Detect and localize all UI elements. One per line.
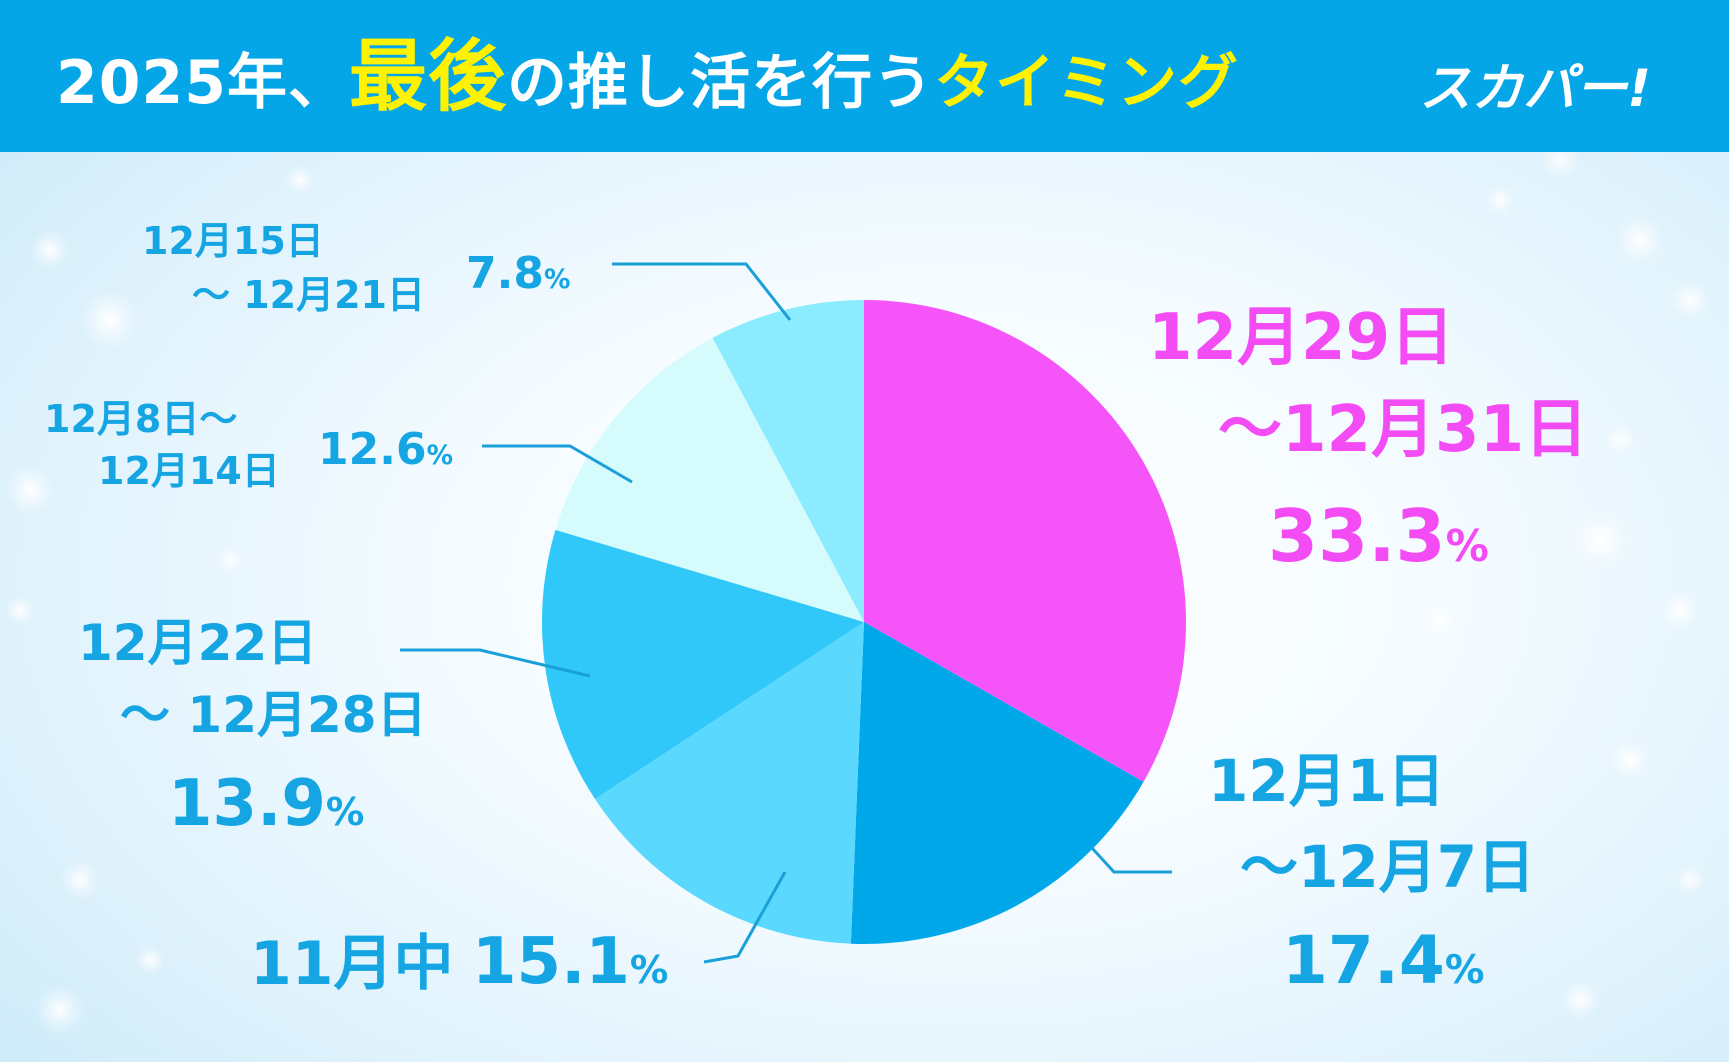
leader-line-4 [612, 262, 792, 321]
slice-value-unit-5: % [543, 264, 571, 295]
leader-line-0 [1090, 846, 1172, 874]
slice-value-2: 15.1% [472, 930, 668, 994]
leader-line-1 [703, 871, 787, 964]
slice-value-number-5: 7.8 [466, 248, 544, 299]
slice-value-4: 12.6% [318, 428, 453, 472]
leader-line-3 [482, 444, 633, 484]
slice-label-line2-0: 〜12月31日 [1218, 393, 1589, 467]
page-title: 2025年、最後の推し活を行うタイミング [56, 22, 1239, 132]
slice-label-line2-1: 〜12月7日 [1240, 833, 1536, 901]
slice-value-5: 7.8% [466, 252, 570, 296]
title-highlight-last: 最後 [349, 32, 508, 122]
pie-slice-1 [850, 622, 1144, 944]
slice-value-unit-0: % [1445, 522, 1489, 572]
pie-slice-5 [712, 300, 864, 622]
slice-value-unit-1: % [1444, 947, 1485, 993]
title-middle: の推し活を行う [507, 48, 935, 118]
slice-label-line1-1: 12月1日 [1208, 747, 1446, 815]
slice-value-number-3: 13.9 [168, 767, 326, 841]
slice-value-number-4: 12.6 [318, 424, 427, 475]
slice-value-unit-3: % [325, 790, 365, 835]
slice-value-1: 17.4% [1282, 928, 1485, 994]
pie-slice-4 [555, 337, 864, 622]
slice-value-number-0: 33.3 [1268, 494, 1446, 578]
slice-label-line1-0: 12月29日 [1148, 301, 1455, 375]
slice-value-number-2: 15.1 [472, 925, 630, 999]
pie-slice-0 [864, 300, 1186, 782]
title-year: 2025年、 [56, 48, 349, 118]
pie-slice-3 [541, 529, 864, 800]
leader-line-2 [400, 648, 591, 678]
slice-value-3: 13.9% [168, 772, 364, 836]
pie-slice-2 [595, 622, 864, 944]
slice-value-unit-2: % [629, 948, 669, 993]
slice-value-unit-4: % [426, 440, 454, 471]
slice-label-line2-3: 〜 12月28日 [120, 686, 427, 744]
slice-label-line1-3: 12月22日 [78, 614, 318, 672]
title-highlight-timing: タイミング [934, 48, 1240, 118]
brand-logo: スカパー! [1419, 59, 1651, 119]
slice-value-number-1: 17.4 [1282, 922, 1445, 999]
slice-label-line2-4: 12月14日 [98, 449, 280, 493]
slice-label-line2-5: 〜 12月21日 [192, 273, 425, 317]
slice-label-line1-4: 12月8日〜 [44, 397, 238, 441]
slice-label-line1-5: 12月15日 [142, 219, 324, 263]
slice-label-line1-2: 11月中 [250, 929, 454, 999]
slice-value-0: 33.3% [1268, 500, 1489, 572]
header-bar: 2025年、最後の推し活を行うタイミング スカパー! [0, 0, 1729, 152]
